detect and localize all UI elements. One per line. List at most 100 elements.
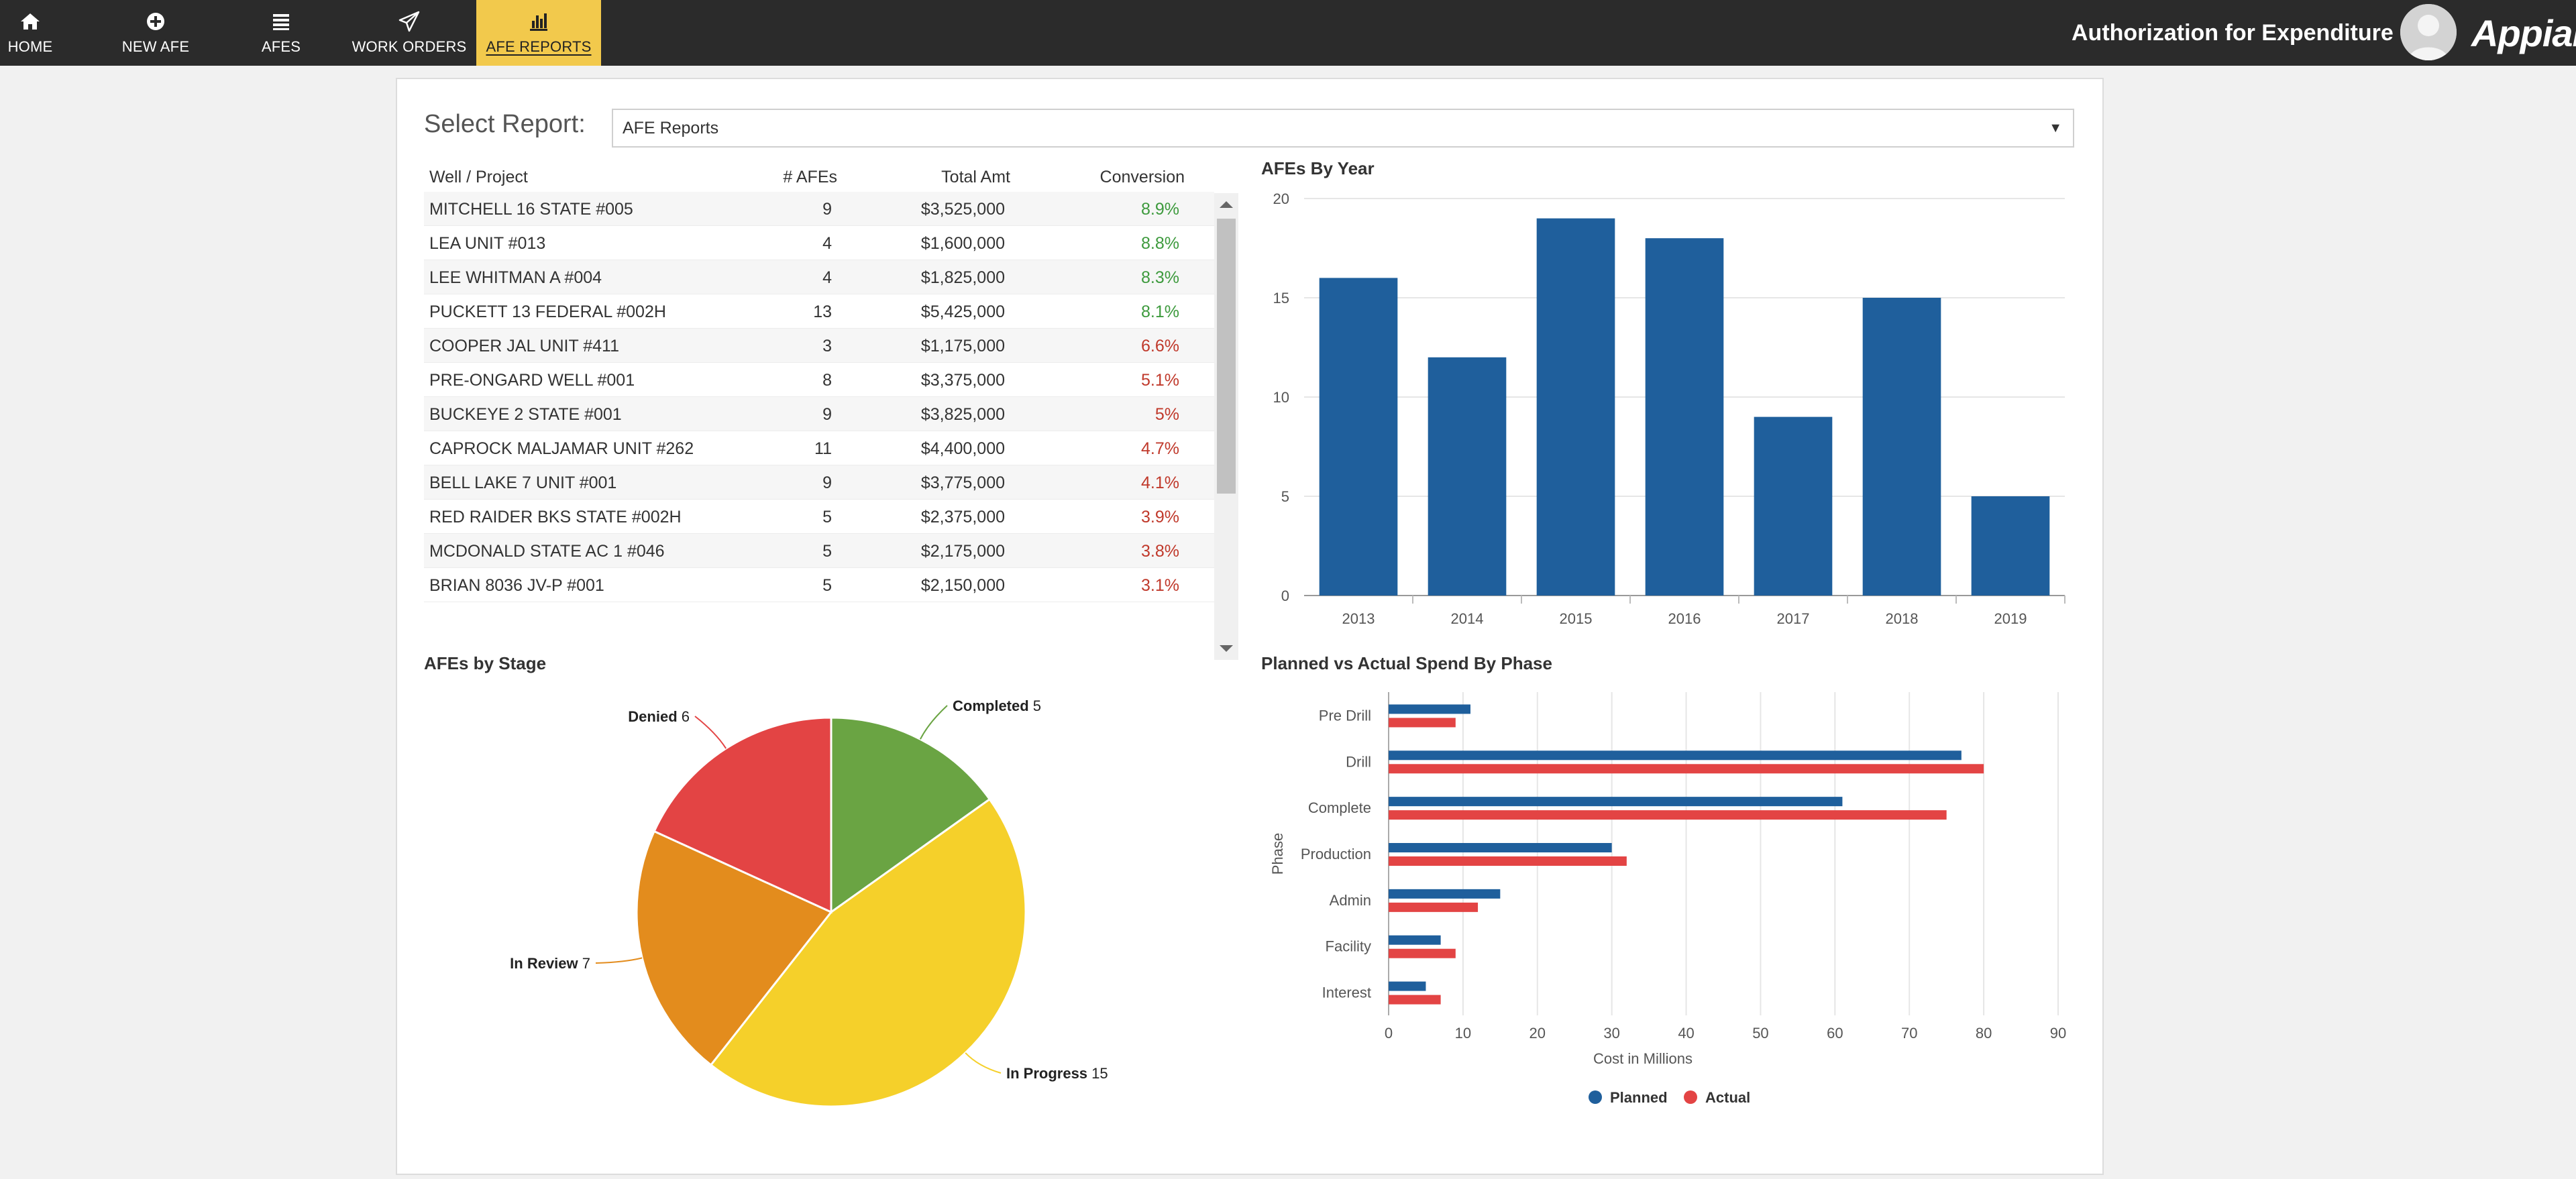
report-dropdown[interactable]: AFE Reports ▼: [612, 109, 2074, 148]
y-tick-label: Production: [1301, 846, 1371, 862]
table-scrollbar[interactable]: [1214, 193, 1238, 660]
x-tick-label: 2013: [1342, 610, 1375, 627]
scroll-down-icon[interactable]: [1220, 645, 1233, 652]
pie-label: Denied 6: [628, 708, 690, 725]
nav-work-orders[interactable]: WORK ORDERS: [352, 0, 467, 66]
bar-planned-pre-drill[interactable]: [1389, 704, 1470, 714]
x-tick-label: 30: [1603, 1025, 1619, 1042]
well-table-body: MITCHELL 16 STATE #005 9 $3,525,000 8.9% LEA…: [424, 192, 1214, 661]
scrollbar-thumb[interactable]: [1217, 219, 1236, 494]
pie-slice-in-review[interactable]: [635, 830, 833, 1067]
table-row[interactable]: BRIAN 8036 JV-P #001 5 $2,150,000 3.1%: [424, 568, 1214, 602]
table-row[interactable]: LEE WHITMAN A #004 4 $1,825,000 8.3%: [424, 260, 1214, 294]
cell-afe-count: 11: [814, 439, 832, 458]
cell-afe-count: 5: [822, 576, 832, 595]
cell-well-name: MCDONALD STATE AC 1 #046: [429, 542, 665, 561]
chart-title-afes-by-stage: AFEs by Stage: [424, 653, 547, 673]
bar-planned-admin[interactable]: [1389, 889, 1501, 899]
bar-actual-interest[interactable]: [1389, 995, 1441, 1005]
table-row[interactable]: PUCKETT 13 FEDERAL #002H 13 $5,425,000 8.1%: [424, 294, 1214, 329]
cell-well-name: BRIAN 8036 JV-P #001: [429, 576, 604, 595]
cell-total-amount: $1,175,000: [920, 337, 1005, 355]
bar-actual-drill[interactable]: [1389, 764, 1984, 774]
column-header-well[interactable]: Well / Project: [429, 168, 528, 186]
bar-2017[interactable]: [1754, 416, 1833, 596]
bar-planned-interest[interactable]: [1389, 981, 1426, 991]
bar-planned-production[interactable]: [1389, 843, 1612, 852]
x-tick-label: 2015: [1560, 610, 1593, 627]
x-tick-label: 2019: [1994, 610, 2027, 627]
legend-label[interactable]: Actual: [1705, 1089, 1750, 1106]
select-report-label: Select Report:: [424, 110, 586, 138]
pie-label: In Review 7: [510, 955, 590, 972]
nav-new-afe-label: NEW AFE: [121, 38, 190, 55]
cell-afe-count: 8: [822, 371, 832, 390]
cell-afe-count: 5: [822, 542, 832, 561]
table-row[interactable]: COOPER JAL UNIT #411 3 $1,175,000 6.6%: [424, 329, 1214, 363]
cell-well-name: BUCKEYE 2 STATE #001: [429, 405, 622, 424]
legend-label[interactable]: Planned: [1610, 1089, 1668, 1106]
bar-actual-pre-drill[interactable]: [1389, 718, 1456, 728]
cell-conversion: 4.7%: [1141, 439, 1179, 458]
appian-logo: Appian: [2471, 11, 2576, 54]
cell-afe-count: 4: [822, 234, 832, 253]
table-row[interactable]: MITCHELL 16 STATE #005 9 $3,525,000 8.9%: [424, 192, 1214, 226]
pie-slice-in-progress[interactable]: [709, 797, 1027, 1108]
y-axis-label: Phase: [1269, 833, 1286, 875]
bar-2013[interactable]: [1319, 278, 1398, 596]
column-header-afes[interactable]: # AFEs: [783, 168, 837, 186]
afes-by-stage-chart: Completed 5 In Progress 15 In Review 7 Deni…: [510, 697, 1108, 1108]
table-row[interactable]: MCDONALD STATE AC 1 #046 5 $2,175,000 3.8%: [424, 534, 1214, 568]
nav-home[interactable]: HOME: [0, 0, 60, 66]
cell-conversion: 6.6%: [1141, 337, 1179, 355]
nav-afes[interactable]: AFES: [258, 0, 305, 66]
bar-actual-admin[interactable]: [1389, 902, 1479, 912]
cell-well-name: LEE WHITMAN A #004: [429, 268, 602, 287]
planned-vs-actual-chart: 0 10 20 30 40 50 60 70 80 90 Pre Drill Drill Complet…: [1269, 692, 2066, 1106]
cell-total-amount: $3,525,000: [920, 200, 1005, 219]
report-dropdown-value: AFE Reports: [623, 118, 719, 137]
table-row[interactable]: PRE-ONGARD WELL #001 8 $3,375,000 5.1%: [424, 363, 1214, 397]
column-header-conversion[interactable]: Conversion: [1099, 168, 1185, 186]
plus-circle-icon: [147, 13, 164, 30]
user-avatar[interactable]: [2400, 4, 2457, 60]
bar-planned-drill[interactable]: [1389, 750, 1962, 761]
bar-2014[interactable]: [1428, 357, 1507, 596]
cell-conversion: 5.1%: [1141, 371, 1179, 390]
bar-2016[interactable]: [1645, 238, 1724, 596]
y-tick-label: 20: [1273, 190, 1289, 207]
nav-home-label: HOME: [7, 38, 53, 55]
table-row[interactable]: CAPROCK MALJAMAR UNIT #262 11 $4,400,000 4.…: [424, 431, 1214, 465]
app-switcher[interactable]: Authorization for Expenditure ▼: [2072, 0, 2412, 66]
scroll-up-icon[interactable]: [1220, 201, 1233, 208]
table-row[interactable]: RED RAIDER BKS STATE #002H 5 $2,375,000 3.9…: [424, 500, 1214, 534]
bar-2015[interactable]: [1536, 218, 1615, 596]
pie-label-connector: [694, 716, 727, 749]
pie-slice-denied[interactable]: [653, 716, 833, 914]
x-tick-label: 90: [2050, 1025, 2066, 1042]
table-row[interactable]: BELL LAKE 7 UNIT #001 9 $3,775,000 4.1%: [424, 465, 1214, 500]
x-tick-label: 2016: [1668, 610, 1701, 627]
table-row[interactable]: BUCKEYE 2 STATE #001 9 $3,825,000 5%: [424, 397, 1214, 431]
table-header: Well / Project # AFEs Total Amt Conversi…: [429, 161, 1214, 190]
list-icon: [273, 14, 289, 30]
column-header-total[interactable]: Total Amt: [941, 168, 1010, 186]
cell-afe-count: 3: [822, 337, 832, 355]
nav-afe-reports[interactable]: AFE REPORTS: [476, 0, 601, 66]
cell-afe-count: 9: [822, 405, 832, 424]
home-icon: [21, 13, 40, 30]
cell-conversion: 8.9%: [1141, 200, 1179, 219]
bar-planned-complete[interactable]: [1389, 797, 1843, 807]
nav-new-afe[interactable]: NEW AFE: [118, 0, 193, 66]
cell-afe-count: 13: [813, 302, 832, 321]
x-axis-label: Cost in Millions: [1593, 1050, 1693, 1067]
bar-actual-complete[interactable]: [1389, 810, 1947, 820]
bar-actual-production[interactable]: [1389, 856, 1627, 866]
x-tick-label: 0: [1385, 1025, 1393, 1042]
x-tick-label: 60: [1827, 1025, 1843, 1042]
table-row[interactable]: LEA UNIT #013 4 $1,600,000 8.8%: [424, 226, 1214, 260]
bar-2019[interactable]: [1971, 496, 2050, 596]
bar-2018[interactable]: [1862, 298, 1941, 596]
bar-actual-facility[interactable]: [1389, 948, 1456, 958]
bar-planned-facility[interactable]: [1389, 935, 1441, 945]
